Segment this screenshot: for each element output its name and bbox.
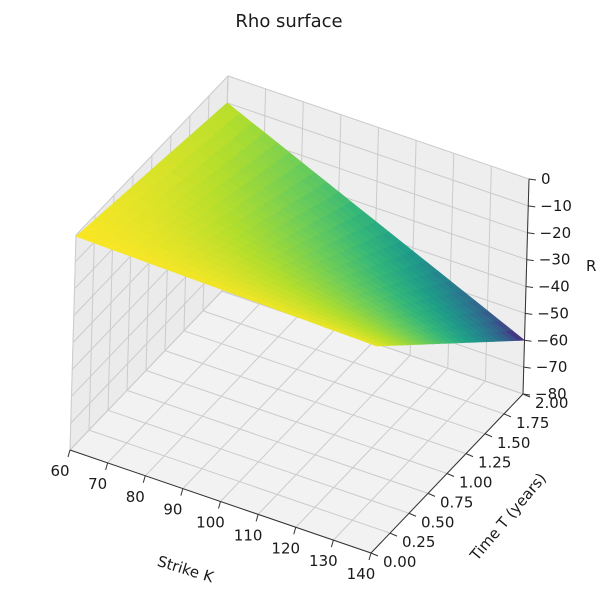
chart-title: Rho surface [235, 11, 342, 32]
x-tick-mark [180, 488, 184, 496]
y-tick-mark [427, 492, 436, 497]
x-tick-label: 140 [347, 565, 376, 583]
y-tick-mark [389, 532, 398, 537]
y-tick-mark [446, 473, 455, 477]
z-tick-mark [528, 178, 537, 181]
x-tick-label: 60 [50, 462, 69, 480]
y-tick-label: 0.00 [383, 553, 416, 571]
x-tick-label: 130 [309, 552, 338, 570]
z-tick-label: −10 [540, 197, 572, 215]
z-tick-mark [523, 366, 531, 369]
y-tick-mark [408, 512, 417, 517]
y-tick-label: 1.00 [459, 474, 492, 492]
y-tick-label: 0.50 [421, 513, 454, 531]
z-tick-mark [525, 312, 533, 315]
z-tick-mark [525, 286, 534, 288]
y-tick-mark [484, 433, 493, 438]
y-tick-mark [503, 413, 512, 418]
x-tick-mark [330, 539, 334, 548]
z-tick-mark [522, 393, 531, 396]
z-tick-label: −70 [536, 358, 568, 376]
z-tick-mark [527, 232, 535, 235]
x-tick-mark [255, 514, 259, 522]
y-tick-label: 1.25 [478, 454, 511, 472]
z-tick-mark [528, 205, 536, 208]
x-axis-label: Strike K [155, 552, 217, 586]
y-tick-mark [465, 453, 474, 458]
y-tick-label: 0.25 [402, 533, 435, 551]
z-tick-label: −50 [537, 304, 569, 322]
x-tick-mark [218, 501, 221, 509]
z-tick-mark [526, 259, 534, 262]
x-tick-label: 90 [163, 501, 182, 519]
z-grid-line [75, 75, 530, 236]
z-tick-label: −20 [540, 224, 572, 242]
x-tick-mark [368, 552, 372, 561]
x-tick-label: 80 [126, 488, 145, 506]
surface-patch [220, 102, 241, 119]
x-tick-mark [67, 449, 71, 458]
tick-labels: 607080901001101201301400.000.250.500.751… [50, 170, 571, 583]
y-tick-label: 1.75 [516, 414, 549, 432]
y-tick-mark [370, 552, 379, 557]
x-tick-mark [293, 527, 297, 535]
x-tick-mark [142, 475, 146, 483]
x-tick-label: 70 [88, 475, 107, 493]
x-tick-label: 110 [234, 526, 263, 544]
z-axis-label: R [586, 257, 596, 275]
y-tick-label: 0.75 [440, 493, 473, 511]
z-grid-line [69, 290, 524, 451]
y-tick-label: 2.00 [535, 394, 568, 412]
z-tick-label: 0 [541, 170, 551, 188]
z-tick-label: −80 [535, 385, 567, 403]
x-tick-label: 120 [271, 539, 300, 557]
z-tick-label: −30 [539, 251, 571, 269]
rho-surface [75, 102, 526, 347]
z-tick-mark [524, 339, 532, 342]
z-tick-label: −40 [538, 278, 570, 296]
x-tick-label: 100 [196, 514, 225, 532]
z-tick-label: −60 [537, 331, 569, 349]
y-tick-label: 1.50 [497, 434, 530, 452]
x-tick-mark [105, 462, 109, 471]
